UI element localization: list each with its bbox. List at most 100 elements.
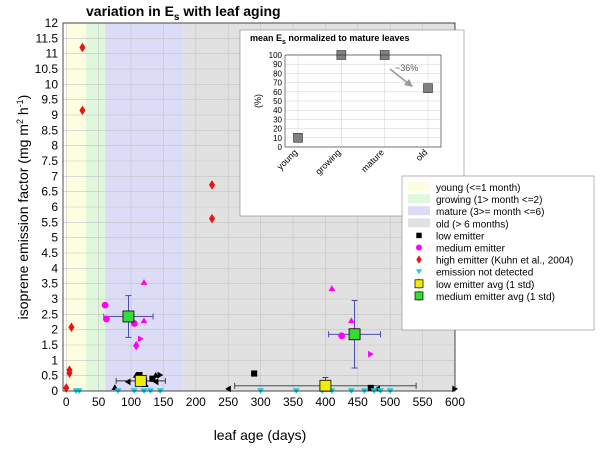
- x-tick-label: 500: [380, 395, 400, 409]
- y-tick-label: 4.5: [41, 246, 58, 260]
- y-tick-label: 2: [51, 323, 58, 337]
- x-tick-label: 50: [92, 395, 106, 409]
- inset-y-tick-label: 40: [273, 106, 282, 115]
- inset-y-tick-label: 20: [273, 125, 282, 134]
- extra-marker: [124, 378, 131, 386]
- legend-marker: [416, 244, 422, 251]
- data-point: [79, 105, 86, 116]
- inset-y-tick-label: 10: [273, 134, 282, 143]
- y-tick-label: 3: [51, 292, 58, 306]
- y-tick-label: 11.5: [36, 31, 59, 45]
- data-point: [149, 375, 156, 382]
- data-point: [66, 365, 73, 375]
- data-point: [101, 301, 109, 309]
- x-tick-label: 400: [315, 395, 335, 409]
- legend-items: young (<=1 month)growing (1> month <=2)m…: [408, 182, 573, 303]
- inset-y-tick-label: 50: [273, 97, 282, 106]
- data-point: [251, 370, 258, 377]
- y-tick-label: 5: [51, 231, 58, 245]
- legend: young (<=1 month)growing (1> month <=2)m…: [401, 175, 595, 331]
- legend-box: [401, 175, 595, 331]
- data-point: [348, 328, 361, 341]
- data-point: [68, 322, 75, 332]
- data-point: [319, 379, 332, 392]
- x-tick-label: 200: [186, 395, 206, 409]
- inset-plot-frame: [284, 54, 442, 148]
- extra-marker: [138, 335, 144, 343]
- data-point: [63, 383, 70, 393]
- legend-label: medium emitter avg (1 std): [436, 292, 555, 303]
- extra-marker: [368, 350, 374, 358]
- legend-label: low emitter: [436, 231, 485, 242]
- legend-label: old (> 6 months): [436, 219, 509, 230]
- x-tick-label: 250: [218, 395, 238, 409]
- extra-marker: [140, 279, 148, 285]
- data-point: [103, 315, 110, 323]
- extra-marker: [225, 385, 231, 393]
- main-tick-labels: 0 50 100 150 200 250 300 350 400 450 500 550 60000.5…: [35, 16, 466, 409]
- y-tick-label: 12: [45, 16, 59, 30]
- inset-title: mean Es normalized to mature leaves: [250, 33, 409, 46]
- y-tick-label: 9.5: [41, 93, 58, 107]
- y-tick-label: 8.5: [41, 123, 58, 137]
- inset-annotation-arrowhead: [404, 79, 413, 87]
- x-tick-label: 0: [63, 395, 70, 409]
- legend-swatch: [408, 206, 430, 216]
- main-title: variation in Es with leaf aging: [86, 3, 281, 23]
- inset-grid: [285, 54, 441, 148]
- y-tick-label: 3.5: [41, 277, 58, 291]
- inset-y-axis-label: (%): [253, 94, 263, 108]
- data-point: [208, 213, 216, 224]
- x-tick-label: 100: [121, 395, 141, 409]
- y-tick-label: 0: [51, 384, 58, 398]
- extra-marker: [133, 340, 140, 351]
- extra-marker: [140, 317, 148, 324]
- legend-label: mature (3>= month <=6): [436, 207, 544, 218]
- legend-label: medium emitter: [436, 244, 506, 255]
- y-tick-label: 7.5: [41, 154, 58, 168]
- y-tick-label: 8: [51, 139, 58, 153]
- legend-label: low emitter avg (1 std): [436, 280, 534, 291]
- inset-annotation-arrow: [389, 68, 410, 85]
- inset-y-tick-label: 0: [278, 143, 283, 152]
- x-tick-label: 600: [445, 395, 465, 409]
- inset-point: [423, 83, 433, 93]
- y-tick-label: 6.5: [41, 185, 58, 199]
- data-point: [208, 180, 216, 190]
- inset-y-tick-label: 90: [273, 60, 282, 69]
- legend-marker: [416, 232, 422, 239]
- legend-label: young (<=1 month): [436, 183, 521, 194]
- inset-y-tick-label: 100: [269, 51, 283, 60]
- legend-label: growing (1> month <=2): [436, 195, 542, 206]
- main-x-axis-label: leaf age (days): [214, 427, 307, 443]
- y-tick-label: 2.5: [41, 307, 58, 321]
- legend-swatch: [408, 218, 430, 228]
- legend-marker: [414, 279, 424, 289]
- inset-y-tick-label: 70: [273, 79, 282, 88]
- y-tick-label: 9: [51, 108, 58, 122]
- extra-marker: [328, 285, 336, 291]
- data-point: [79, 42, 86, 53]
- extra-marker: [157, 371, 164, 379]
- x-tick-label: 150: [153, 395, 173, 409]
- y-tick-label: 0.5: [41, 369, 58, 383]
- x-tick-label: 550: [413, 395, 433, 409]
- y-tick-label: 11: [46, 47, 59, 61]
- y-tick-label: 7: [51, 169, 58, 183]
- legend-swatch: [408, 182, 430, 191]
- legend-label: high emitter (Kuhn et al., 2004): [436, 256, 573, 267]
- y-tick-label: 1: [51, 353, 58, 367]
- data-point: [134, 374, 147, 387]
- x-tick-label: 300: [251, 395, 271, 409]
- legend-marker: [416, 255, 422, 264]
- data-point: [367, 384, 374, 391]
- x-tick-label: 350: [283, 395, 303, 409]
- y-tick-label: 5.5: [41, 215, 58, 229]
- y-tick-label: 10: [45, 77, 59, 91]
- main-y-axis-label: isoprene emission factor (mg m2 h-1): [15, 95, 31, 320]
- y-tick-label: 6: [51, 200, 58, 214]
- legend-swatch: [408, 194, 430, 204]
- inset-y-tick-label: 60: [273, 88, 282, 97]
- legend-marker: [416, 269, 422, 275]
